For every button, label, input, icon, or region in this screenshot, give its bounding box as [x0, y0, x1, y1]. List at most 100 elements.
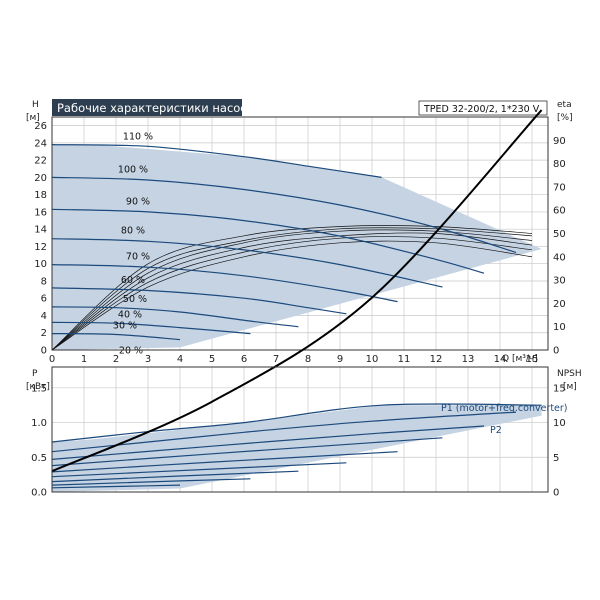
y-tick-label: 6 — [41, 294, 47, 305]
eta-tick-label: 90 — [553, 136, 566, 147]
p2-annotation: P2 — [490, 425, 502, 436]
speed-label: 70 % — [126, 252, 150, 263]
efficiency-curve — [51, 240, 533, 351]
power-curve — [51, 478, 251, 486]
speed-label: 110 % — [123, 132, 153, 143]
head-curve — [51, 264, 398, 303]
top-frame — [51, 116, 549, 351]
eta-tick-label: 80 — [553, 159, 566, 170]
x-tick-label: 13 — [462, 354, 475, 365]
y-tick-label: 12 — [34, 242, 47, 253]
y-tick-label: 2 — [41, 328, 47, 339]
power-curve — [51, 462, 347, 478]
y-tick-label: 22 — [34, 156, 47, 167]
x-tick-label: 10 — [366, 354, 379, 365]
x-tick-label: 2 — [113, 354, 119, 365]
top-panel: 110 %100 %90 %80 %70 %60 %50 %40 %30 %20… — [26, 99, 573, 365]
power-tick-label: 1.0 — [31, 418, 47, 429]
x-tick-label: 1 — [81, 354, 87, 365]
speed-labels: 110 % 100 % 90 % 80 % 70 % 60 % 50 % 40 %30 % 20… — [113, 132, 153, 357]
y-tick-label: 18 — [34, 190, 47, 201]
eta-tick-label: 30 — [553, 276, 566, 287]
x-tick-label: 0 — [49, 354, 55, 365]
power-curve — [51, 403, 542, 443]
right-axis-label-unit: [%] — [557, 113, 573, 123]
power-tick-label: 0.5 — [31, 453, 47, 464]
y-tick-label: 16 — [34, 207, 47, 218]
power-curve — [51, 425, 485, 460]
y-axis-label-unit: [м] — [26, 113, 40, 123]
efficiency-curve — [51, 232, 533, 351]
x-tick-label: 9 — [337, 354, 343, 365]
eta-tick-label: 10 — [553, 322, 566, 333]
speed-label: 50 % — [123, 294, 147, 305]
eta-tick-label: 20 — [553, 299, 566, 310]
x-tick-label: 11 — [398, 354, 411, 365]
y-tick-label: 8 — [41, 276, 47, 287]
x-tick-label: 15 — [526, 354, 539, 365]
power-curve — [51, 411, 517, 453]
npsh-tick-label: 0 — [553, 488, 559, 499]
head-curve — [51, 306, 299, 328]
model-label: TPED 32-200/2, 1*230 V — [423, 104, 540, 115]
x-tick-label: 14 — [494, 354, 507, 365]
npsh-curve — [51, 109, 543, 473]
right-axis-label-symbol: eta — [557, 100, 572, 110]
power-curves — [51, 403, 542, 489]
npsh-axis-label-unit: [м] — [563, 382, 577, 392]
model-box — [418, 100, 548, 116]
title-bar — [52, 99, 242, 116]
eta-tick-label: 50 — [553, 229, 566, 240]
efficiency-curve — [51, 236, 533, 351]
y-tick-label: 26 — [34, 121, 47, 132]
x-tick-label: 4 — [177, 354, 183, 365]
power-tick-label: 0.0 — [31, 488, 47, 499]
speed-label: 30 % — [113, 321, 137, 332]
x-tick-label: 5 — [209, 354, 215, 365]
eta-tick-label: 0 — [553, 346, 559, 357]
x-tick-label: 8 — [305, 354, 311, 365]
power-tick-label: 1.5 — [31, 383, 47, 394]
speed-label: 60 % — [121, 275, 145, 286]
npsh-tick-label: 10 — [553, 418, 566, 429]
x-tick-label: 6 — [241, 354, 247, 365]
power-tick-labels: 0.0 0.5 1.0 1.5 — [31, 383, 47, 498]
x-tick-label: 12 — [430, 354, 443, 365]
power-curve — [51, 470, 299, 483]
speed-label: 40 % — [118, 309, 142, 320]
head-curves — [51, 144, 517, 341]
eta-tick-label: 40 — [553, 252, 566, 263]
y-tick-label: 0 — [41, 346, 47, 357]
power-axis-label-symbol: P — [32, 369, 38, 379]
npsh-tick-labels: 0 5 10 15 — [553, 383, 566, 498]
speed-label: 80 % — [121, 226, 145, 237]
y-axis-label-symbol: H — [32, 100, 39, 110]
speed-label: 20 % — [119, 346, 143, 357]
y-tick-label: 14 — [34, 225, 47, 236]
head-curve — [51, 176, 517, 254]
x-axis-label: Q [м³/ч] — [502, 354, 538, 364]
head-curve — [51, 333, 181, 341]
x-tick-label: 7 — [273, 354, 279, 365]
head-curve — [51, 238, 443, 288]
efficiency-curve — [51, 229, 533, 351]
y-tick-label: 10 — [34, 259, 47, 270]
power-curve — [51, 484, 181, 489]
head-curve — [51, 321, 251, 335]
y-tick-label: 24 — [34, 138, 47, 149]
y-tick-labels-right: 0 10 20 30 40 50 60 70 80 90 — [553, 136, 566, 357]
head-curve — [51, 287, 347, 315]
chart-title: Рабочие характеристики насоса — [57, 101, 254, 115]
npsh-tick-label: 15 — [553, 383, 566, 394]
npsh-axis-label-symbol: NPSH — [557, 369, 582, 379]
speed-label: 100 % — [118, 164, 148, 175]
head-curve — [51, 144, 382, 178]
power-curve — [51, 437, 443, 467]
p1-annotation: P1 (motor+freq.converter) — [441, 403, 568, 414]
head-curve — [51, 208, 485, 274]
eta-tick-label: 60 — [553, 206, 566, 217]
x-tick-labels: 0 1 2 3 4 5 6 7 8 9 10 11 12 13 14 15 — [49, 354, 539, 365]
npsh-tick-label: 5 — [553, 453, 559, 464]
